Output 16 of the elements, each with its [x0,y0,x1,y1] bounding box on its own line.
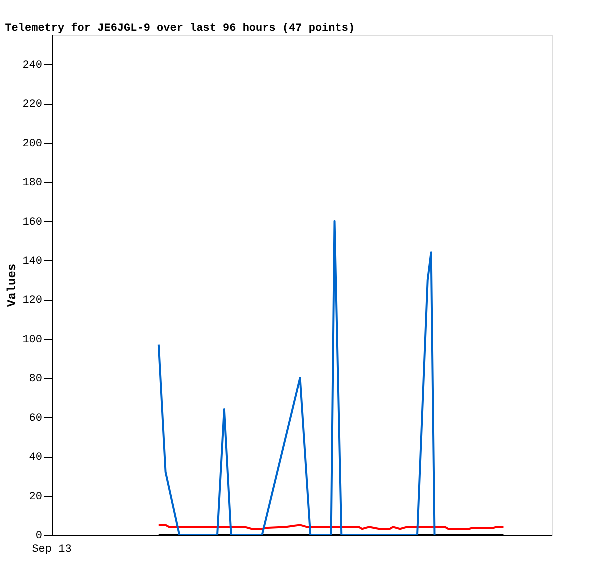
y-axis-title: Values [6,264,20,308]
y-tick-label: 140 [22,256,42,268]
y-tick-label: 80 [29,374,42,386]
chart-title: Telemetry for JE6JGL-9 over last 96 hours (47 points) [5,22,356,35]
text: Sep 13 [32,544,72,556]
y-tick-label: 100 [22,334,42,346]
y-tick-label: 200 [22,138,42,150]
y-tick-label: 180 [22,178,42,190]
y-tick-label: 160 [22,216,42,229]
y-tick-label: 40 [29,452,42,464]
y-tick-label: 0 [36,530,42,542]
y-tick-label: 60 [29,412,42,425]
y-tick-label: 120 [22,295,42,308]
y-tick-label: 20 [29,491,42,504]
y-tick-label: 240 [22,60,42,72]
y-tick-label: 220 [22,99,42,112]
